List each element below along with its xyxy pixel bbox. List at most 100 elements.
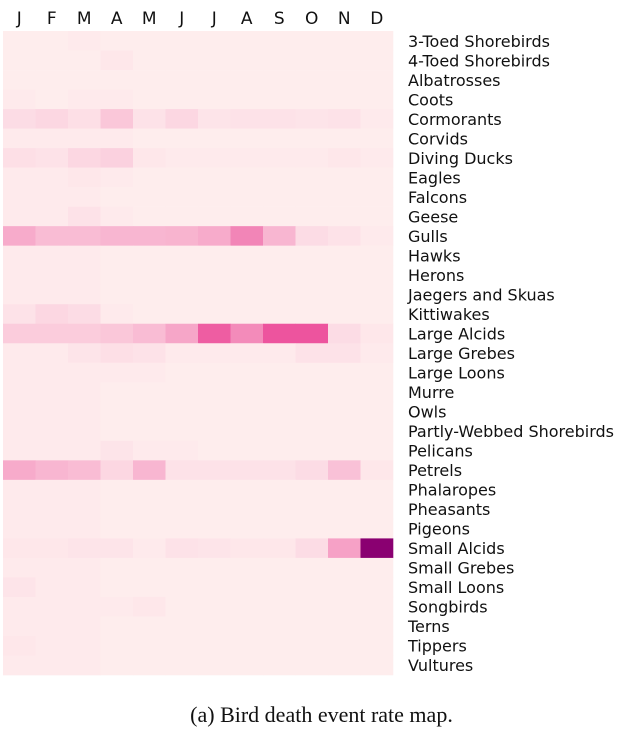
heatmap-cell	[230, 460, 264, 481]
heatmap-cell	[165, 518, 199, 539]
heatmap-cell	[295, 655, 329, 676]
heatmap-cell	[328, 401, 361, 422]
heatmap-cell	[165, 70, 199, 90]
heatmap-cell	[328, 187, 361, 207]
heatmap-cell	[198, 440, 231, 461]
heatmap-cell	[230, 304, 264, 325]
heatmap-cell	[295, 167, 329, 188]
heatmap-cell	[230, 577, 264, 598]
heatmap-cell	[165, 343, 199, 364]
heatmap-cell	[328, 31, 361, 51]
heatmap-cell	[295, 596, 329, 617]
heatmap-cell	[263, 518, 296, 539]
row-label: Small Loons	[408, 578, 504, 597]
heatmap-cell	[68, 245, 101, 266]
heatmap-cell	[198, 304, 231, 325]
heatmap-cell	[295, 284, 329, 305]
heatmap-cell	[198, 323, 231, 344]
row-label: Murre	[408, 383, 454, 402]
heatmap-cell	[295, 70, 329, 90]
heatmap-cell	[100, 206, 134, 227]
heatmap-cell	[263, 421, 296, 442]
heatmap-cell	[230, 323, 264, 344]
heatmap-cell	[198, 167, 231, 188]
heatmap-cell	[198, 148, 231, 168]
heatmap-cell	[3, 343, 36, 364]
heatmap-cell	[68, 440, 101, 461]
heatmap-cell	[100, 70, 134, 90]
heatmap-cell	[100, 284, 134, 305]
heatmap-cell	[35, 518, 69, 539]
heatmap-cell	[198, 382, 231, 403]
heatmap-cell	[100, 577, 134, 598]
heatmap-cell	[68, 89, 101, 110]
heatmap-cell	[35, 148, 69, 168]
heatmap-cell	[133, 226, 166, 246]
heatmap-cell	[263, 343, 296, 364]
heatmap-cell	[35, 440, 69, 461]
heatmap-cell	[360, 440, 394, 461]
heatmap-cell	[68, 206, 101, 227]
heatmap-cell	[165, 109, 199, 129]
heatmap-cell	[68, 265, 101, 285]
month-label: A	[111, 9, 123, 29]
heatmap-cell	[35, 401, 69, 422]
heatmap-cell	[35, 128, 69, 149]
heatmap-cell	[230, 538, 264, 559]
row-label: Albatrosses	[408, 71, 501, 90]
heatmap-cell	[198, 109, 231, 129]
heatmap-cell	[133, 460, 166, 481]
heatmap-cell	[263, 499, 296, 520]
heatmap-cell	[133, 148, 166, 168]
heatmap-cell	[133, 577, 166, 598]
month-label: F	[47, 9, 57, 29]
heatmap-cell	[35, 596, 69, 617]
month-label: J	[178, 9, 184, 29]
heatmap-cell	[3, 382, 36, 403]
heatmap-cell	[360, 206, 394, 227]
row-label: Gulls	[408, 227, 448, 246]
heatmap-cell	[165, 655, 199, 676]
heatmap-cell	[295, 421, 329, 442]
heatmap-cell	[360, 343, 394, 364]
month-label: M	[77, 9, 92, 29]
heatmap-cell	[35, 31, 69, 51]
heatmap-cell	[35, 499, 69, 520]
row-label: Phalaropes	[408, 481, 496, 500]
heatmap-cell	[328, 635, 361, 656]
heatmap-cell	[100, 596, 134, 617]
heatmap-cell	[165, 245, 199, 266]
heatmap-cell	[328, 226, 361, 246]
heatmap-cell	[328, 206, 361, 227]
heatmap-cell	[360, 616, 394, 637]
heatmap-cell	[230, 635, 264, 656]
heatmap-cell	[230, 499, 264, 520]
heatmap-cell	[360, 401, 394, 422]
heatmap-cell	[198, 362, 231, 383]
heatmap-cell	[295, 206, 329, 227]
heatmap-cell	[328, 323, 361, 344]
heatmap-cell	[133, 421, 166, 442]
heatmap-cell	[68, 557, 101, 578]
heatmap-cell	[328, 577, 361, 598]
heatmap-cell	[100, 655, 134, 676]
heatmap-cell	[165, 206, 199, 227]
heatmap-cell	[133, 440, 166, 461]
heatmap-cell	[68, 167, 101, 188]
heatmap-cell	[230, 557, 264, 578]
heatmap-cell	[3, 577, 36, 598]
row-label: Cormorants	[408, 110, 502, 129]
heatmap-cell	[100, 265, 134, 285]
heatmap-cell	[295, 382, 329, 403]
heatmap-cell	[165, 479, 199, 500]
heatmap-cell	[230, 479, 264, 500]
heatmap-cell	[133, 206, 166, 227]
heatmap-cell	[68, 460, 101, 481]
month-label: D	[370, 9, 383, 29]
heatmap-cell	[68, 382, 101, 403]
row-label: Small Alcids	[408, 539, 505, 558]
heatmap-cell	[263, 655, 296, 676]
heatmap-cell	[230, 245, 264, 266]
month-label: J	[211, 9, 217, 29]
heatmap-cell	[35, 284, 69, 305]
